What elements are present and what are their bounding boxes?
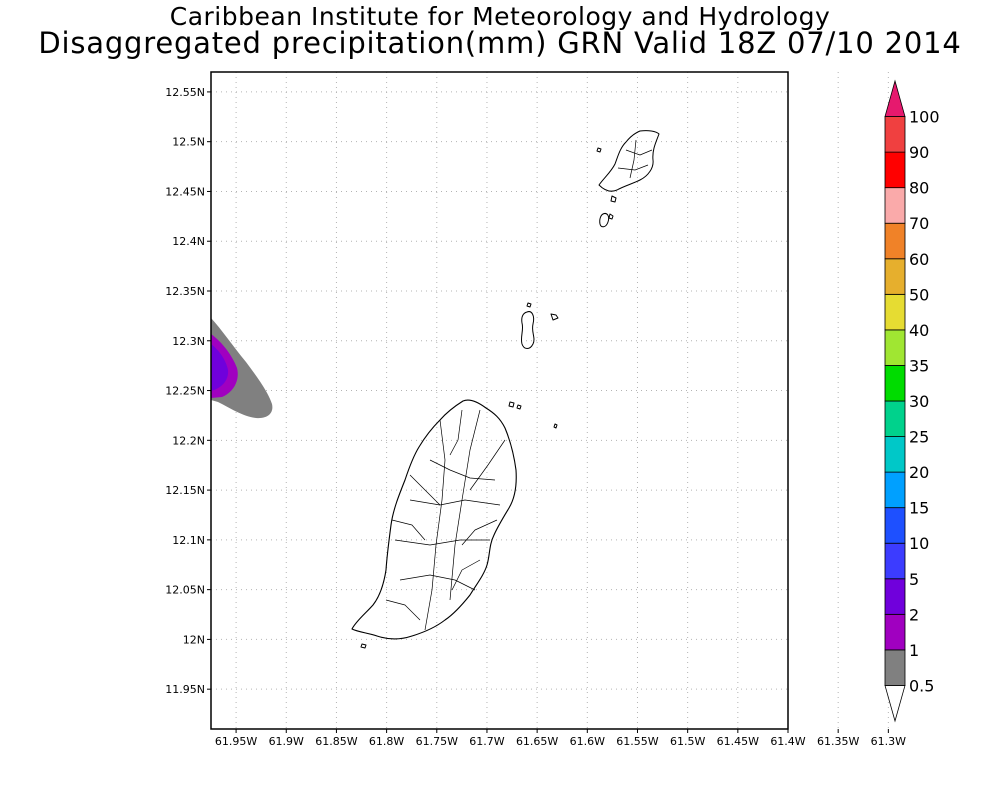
colorbar-label: 100 xyxy=(909,108,940,127)
lon-tick-label: 61.6W xyxy=(570,735,605,748)
lat-tick-label: 12.1N xyxy=(172,534,205,547)
lat-tick-label: 12.5N xyxy=(172,136,205,149)
colorbar-segment xyxy=(884,116,906,153)
chart-subtitle: Disaggregated precipitation(mm) GRN Vali… xyxy=(38,26,962,60)
colorbar-segment xyxy=(884,258,906,295)
lat-tick-label: 12.3N xyxy=(172,335,205,348)
lat-tick-label: 12.35N xyxy=(165,285,205,298)
lat-tick-labels: 12.55N 12.5N 12.45N 12.4N 12.35N 12.3N 12.25N 1… xyxy=(165,86,211,696)
lat-tick-label: 12.55N xyxy=(165,86,205,99)
coastline-islets xyxy=(360,302,559,649)
colorbar-label: 50 xyxy=(909,285,929,304)
colorbar-segment xyxy=(884,151,906,189)
lon-tick-label: 61.5W xyxy=(670,735,705,748)
lon-tick-label: 61.85W xyxy=(315,735,357,748)
colorbar-segment xyxy=(884,329,906,366)
colorbar-label: 1 xyxy=(909,641,919,660)
colorbar-label: 2 xyxy=(909,605,919,624)
precip-area xyxy=(211,318,273,419)
colorbar-segment xyxy=(884,542,906,580)
lon-tick-label: 61.65W xyxy=(516,735,558,748)
lon-tick-labels: 61.95W 61.9W 61.85W 61.8W 61.75W 61.7W 61.65W 6… xyxy=(215,729,906,748)
colorbar-label: 70 xyxy=(909,214,929,233)
chart-title: Caribbean Institute for Meteorology and … xyxy=(169,2,831,31)
colorbar-segment xyxy=(884,507,906,544)
lon-tick-label: 61.95W xyxy=(215,735,257,748)
lon-tick-label: 61.9W xyxy=(269,735,304,748)
colorbar-label: 60 xyxy=(909,250,929,269)
lon-tick-label: 61.55W xyxy=(616,735,658,748)
colorbar-label: 5 xyxy=(909,570,919,589)
coastline-grenada xyxy=(351,399,517,640)
colorbar-segment xyxy=(884,649,906,686)
colorbar-segment xyxy=(884,400,906,437)
colorbar-segment xyxy=(884,578,906,615)
colorbar-segment xyxy=(884,293,906,331)
lat-tick-label: 11.95N xyxy=(165,683,205,696)
colorbar-segment xyxy=(884,685,906,723)
colorbar-segment xyxy=(884,222,906,260)
colorbar-label: 10 xyxy=(909,534,929,553)
map-grid xyxy=(211,72,889,729)
colorbar-segment xyxy=(884,79,906,117)
colorbar-label: 30 xyxy=(909,392,929,411)
lat-tick-label: 12.2N xyxy=(172,434,205,447)
colorbar-segment xyxy=(884,187,906,224)
colorbar-label: 25 xyxy=(909,428,929,447)
lat-tick-label: 12N xyxy=(183,633,205,646)
lon-tick-label: 61.8W xyxy=(369,735,404,748)
colorbar-segment xyxy=(884,365,906,402)
coastline-carriacou xyxy=(596,130,660,228)
lon-tick-label: 61.35W xyxy=(817,735,859,748)
lon-tick-label: 61.7W xyxy=(469,735,504,748)
lat-tick-label: 12.45N xyxy=(165,185,205,198)
map-frame xyxy=(210,71,789,730)
colorbar-label: 0.5 xyxy=(909,676,934,695)
colorbar-segment xyxy=(884,471,906,509)
colorbar-label: 15 xyxy=(909,499,929,518)
map-panel xyxy=(211,72,788,729)
colorbar-label: 90 xyxy=(909,143,929,162)
precip-contour-5mm xyxy=(211,344,229,391)
lon-tick-label: 61.45W xyxy=(717,735,759,748)
lat-tick-label: 12.05N xyxy=(165,584,205,597)
colorbar-segment xyxy=(884,613,906,651)
lat-tick-label: 12.25N xyxy=(165,385,205,398)
lat-tick-label: 12.15N xyxy=(165,484,205,497)
lon-tick-label: 61.3W xyxy=(871,735,906,748)
lon-tick-label: 61.75W xyxy=(416,735,458,748)
colorbar-label: 40 xyxy=(909,321,929,340)
lat-tick-label: 12.4N xyxy=(172,235,205,248)
colorbar-label: 20 xyxy=(909,463,929,482)
colorbar-label: 80 xyxy=(909,179,929,198)
lon-tick-label: 61.4W xyxy=(770,735,805,748)
colorbar-segment xyxy=(884,436,906,473)
colorbar-label: 35 xyxy=(909,356,929,375)
